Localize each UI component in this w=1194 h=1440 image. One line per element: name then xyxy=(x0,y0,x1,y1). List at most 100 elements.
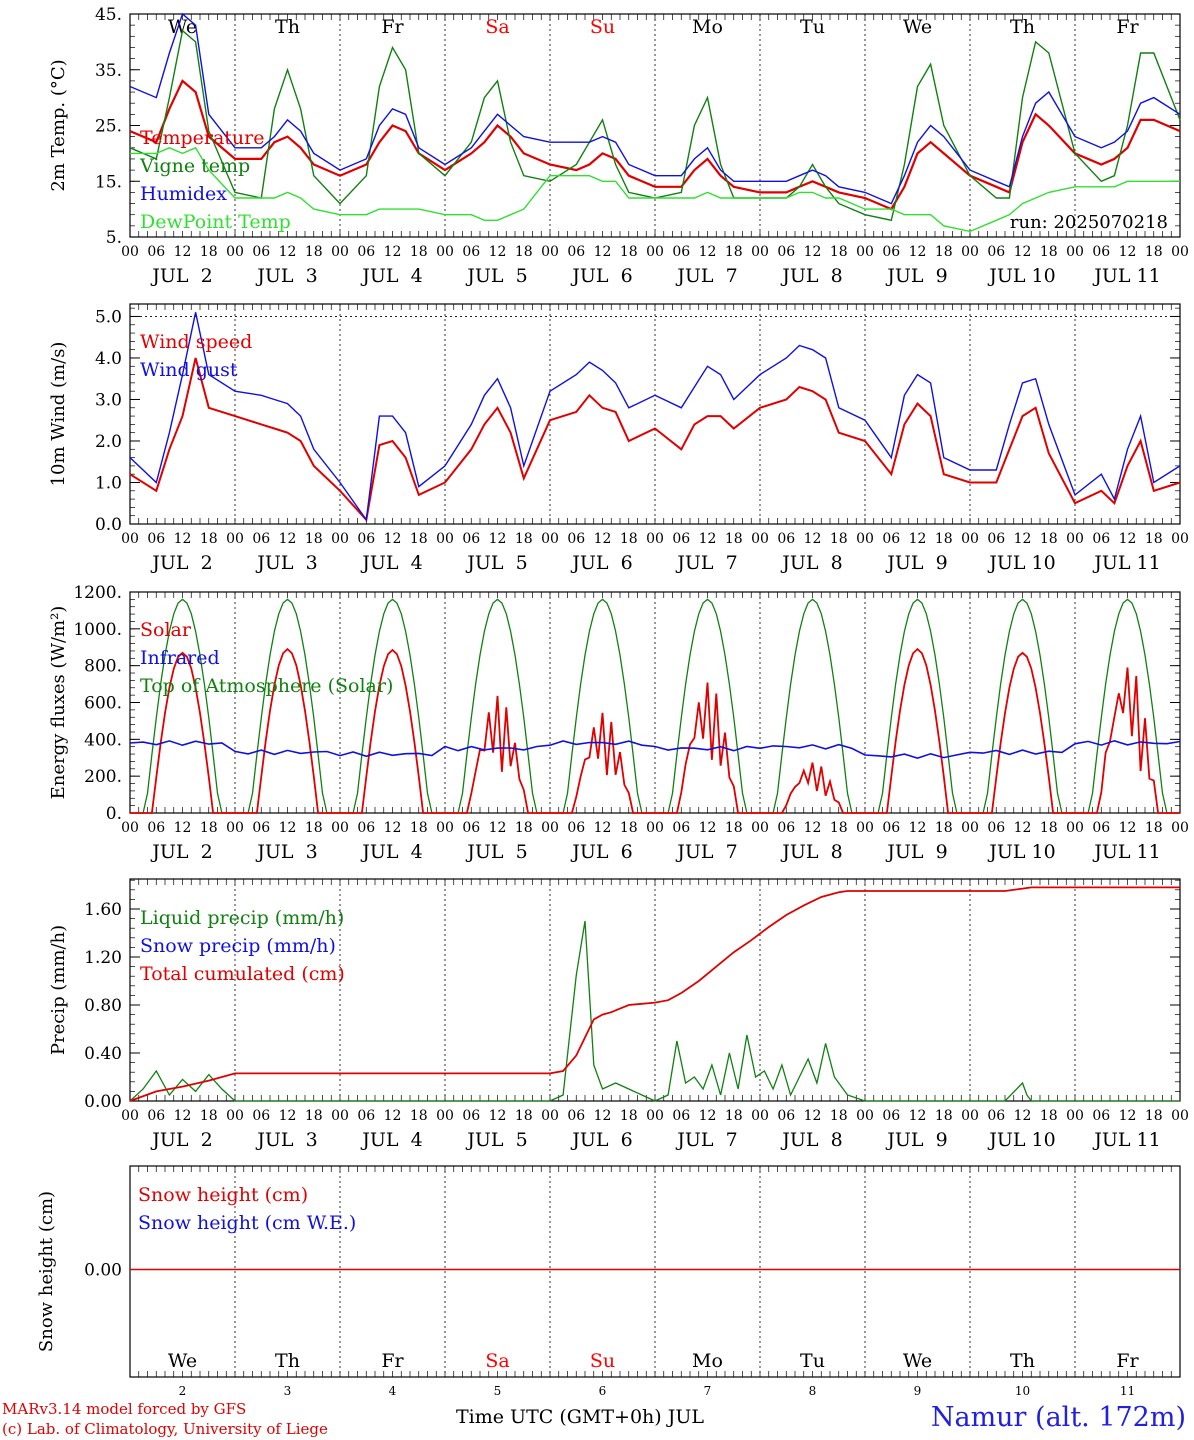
hour-tick-label: 00 xyxy=(856,820,874,836)
hour-tick-label: 06 xyxy=(882,244,900,260)
date-label: JUL 8 xyxy=(780,552,842,574)
hour-tick-label: 06 xyxy=(882,531,900,547)
weekday-label: Su xyxy=(590,1350,615,1372)
hour-tick-label: 00 xyxy=(541,531,559,547)
date-label: JUL 9 xyxy=(885,1129,947,1151)
hour-tick-label: 18 xyxy=(305,820,323,836)
y-tick-label: 0.0 xyxy=(95,515,122,535)
hour-tick-label: 12 xyxy=(699,531,717,547)
hour-tick-label: 00 xyxy=(436,820,454,836)
hour-tick-label: 00 xyxy=(646,820,664,836)
day-number-label: 8 xyxy=(809,1384,817,1398)
hour-tick-label: 00 xyxy=(751,244,769,260)
y-tick-label: 400. xyxy=(84,730,122,750)
toa-solar-line xyxy=(130,598,1180,814)
hour-tick-label: 18 xyxy=(620,820,638,836)
legend-entry: Vigne temp xyxy=(139,155,250,177)
hour-tick-label: 06 xyxy=(357,820,375,836)
date-label: JUL 3 xyxy=(255,265,317,287)
y-tick-label: 3.0 xyxy=(95,390,122,410)
hour-tick-label: 12 xyxy=(909,244,927,260)
hour-tick-label: 06 xyxy=(567,1108,585,1124)
hour-tick-label: 06 xyxy=(252,820,270,836)
weekday-label: We xyxy=(903,1350,932,1372)
hour-tick-label: 12 xyxy=(804,1108,822,1124)
hour-tick-label: 18 xyxy=(200,820,218,836)
legend-entry: Temperature xyxy=(140,127,264,149)
date-label: JUL 4 xyxy=(360,841,422,863)
series-line xyxy=(129,79,1181,211)
y-tick-label: 4.0 xyxy=(95,349,122,369)
y-axis-label: Energy fluxes (W/m²) xyxy=(48,606,69,800)
date-label: JUL 7 xyxy=(675,841,737,863)
hour-tick-label: 18 xyxy=(305,531,323,547)
hour-tick-label: 00 xyxy=(121,820,139,836)
hour-tick-label: 06 xyxy=(462,531,480,547)
y-tick-label: 200. xyxy=(84,767,122,787)
hour-tick-label: 12 xyxy=(804,531,822,547)
hour-tick-label: 12 xyxy=(594,244,612,260)
weekday-label: Fr xyxy=(1116,16,1139,38)
hour-tick-label: 00 xyxy=(121,531,139,547)
hour-tick-label: 00 xyxy=(1066,531,1084,547)
hour-tick-label: 12 xyxy=(279,244,297,260)
hour-tick-label: 00 xyxy=(331,820,349,836)
hour-tick-label: 00 xyxy=(226,531,244,547)
panel-1: 5. 15. 25. 35. 45. 2m Temp. (°C) 00 06 12 18 JUL 2… xyxy=(48,5,1189,287)
weekday-label: Fr xyxy=(1116,1350,1139,1372)
legend-entry: Wind speed xyxy=(140,331,252,353)
hour-tick-label: 12 xyxy=(1014,1108,1032,1124)
legend-entry: Snow height (cm) xyxy=(138,1184,308,1206)
date-label: JUL 10 xyxy=(987,841,1055,863)
day-number-label: 7 xyxy=(704,1384,712,1398)
date-label: JUL 11 xyxy=(1092,265,1160,287)
hour-tick-label: 12 xyxy=(1014,244,1032,260)
weekday-label: We xyxy=(168,16,197,38)
y-tick-label: 1.60 xyxy=(84,900,122,920)
y-tick-label: 800. xyxy=(84,657,122,677)
hour-tick-label: 00 xyxy=(1066,1108,1084,1124)
legend-entry: Snow precip (mm/h) xyxy=(140,935,336,957)
hour-tick-label: 12 xyxy=(174,820,192,836)
hour-tick-label: 06 xyxy=(357,1108,375,1124)
date-label: JUL 6 xyxy=(570,1129,632,1151)
hour-tick-label: 06 xyxy=(147,1108,165,1124)
y-axis-label: 2m Temp. (°C) xyxy=(48,59,69,191)
hour-tick-label: 18 xyxy=(830,531,848,547)
date-label: JUL 4 xyxy=(360,552,422,574)
legend-entry: Solar xyxy=(140,619,192,641)
y-tick-label: 5. xyxy=(106,228,122,248)
day-number-label: 10 xyxy=(1015,1384,1030,1398)
y-tick-label: 0.00 xyxy=(84,1092,122,1112)
date-label: JUL 9 xyxy=(885,265,947,287)
hour-tick-label: 00 xyxy=(436,1108,454,1124)
hour-tick-label: 00 xyxy=(1171,244,1189,260)
hour-tick-label: 06 xyxy=(1092,531,1110,547)
hour-tick-label: 00 xyxy=(331,1108,349,1124)
hour-tick-label: 06 xyxy=(777,1108,795,1124)
date-label: JUL 2 xyxy=(150,552,212,574)
hour-tick-label: 00 xyxy=(961,820,979,836)
hour-tick-label: 12 xyxy=(384,820,402,836)
hour-tick-label: 12 xyxy=(1014,820,1032,836)
hour-tick-label: 12 xyxy=(279,820,297,836)
date-label: JUL 2 xyxy=(150,265,212,287)
hour-tick-label: 18 xyxy=(410,1108,428,1124)
hour-tick-label: 18 xyxy=(620,244,638,260)
date-label: JUL 7 xyxy=(675,1129,737,1151)
y-tick-label: 15. xyxy=(95,172,122,192)
hour-tick-label: 18 xyxy=(410,820,428,836)
y-tick-label: 1.0 xyxy=(95,473,122,493)
hour-tick-label: 06 xyxy=(357,244,375,260)
weekday-label: Th xyxy=(275,16,300,38)
hour-tick-label: 18 xyxy=(1040,820,1058,836)
date-label: JUL 7 xyxy=(675,552,737,574)
weekday-label: Fr xyxy=(381,1350,404,1372)
y-axis-label: Snow height (cm) xyxy=(36,1191,57,1352)
day-number-label: 11 xyxy=(1120,1384,1135,1398)
legend-entry: Wind gust xyxy=(140,359,238,381)
hour-tick-label: 06 xyxy=(462,244,480,260)
hour-tick-label: 12 xyxy=(384,531,402,547)
hour-tick-label: 00 xyxy=(1066,244,1084,260)
hour-tick-label: 06 xyxy=(357,531,375,547)
